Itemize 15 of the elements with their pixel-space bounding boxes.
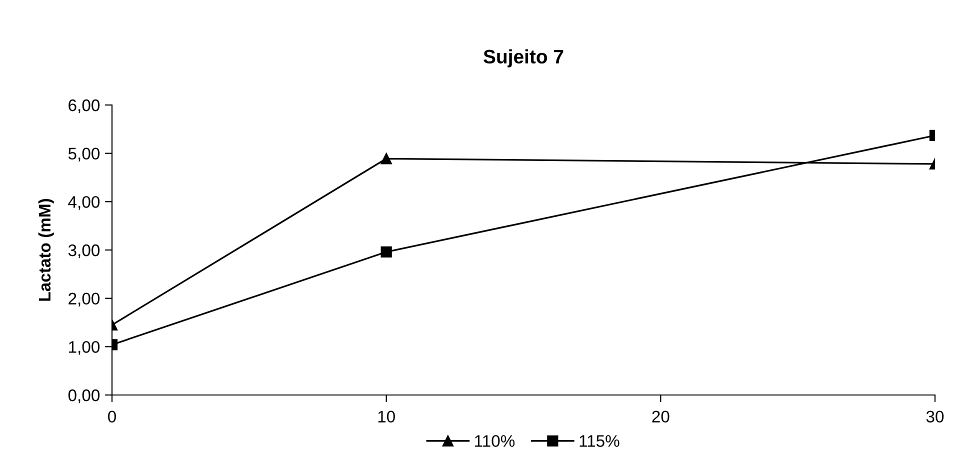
x-tick-label: 30 bbox=[926, 410, 944, 423]
y-tick-label: 4,00 bbox=[68, 196, 100, 210]
x-tick-label: 10 bbox=[378, 410, 395, 423]
chart-title: Sujeito 7 bbox=[484, 49, 564, 68]
y-tick-label: 2,00 bbox=[68, 292, 100, 307]
x-tick-label: 20 bbox=[652, 410, 670, 423]
y-tick-label: 5,00 bbox=[68, 148, 100, 162]
y-tick-label: 0,00 bbox=[68, 389, 100, 404]
legend-label: 110% bbox=[475, 435, 515, 447]
y-tick-label: 6,00 bbox=[68, 99, 100, 114]
x-tick-label: 0 bbox=[108, 410, 116, 423]
legend-label: 115% bbox=[580, 435, 620, 447]
y-tick-label: 3,00 bbox=[68, 244, 100, 258]
y-axis-title: Lactato (mM) bbox=[38, 198, 54, 301]
y-tick-label: 1,00 bbox=[69, 341, 100, 355]
